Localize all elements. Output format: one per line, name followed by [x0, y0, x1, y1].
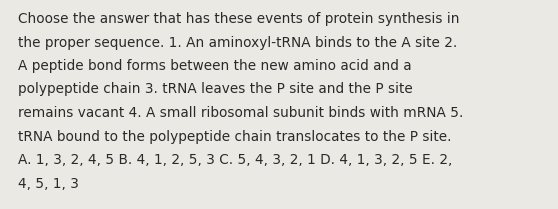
Text: tRNA bound to the polypeptide chain translocates to the P site.: tRNA bound to the polypeptide chain tran… — [18, 130, 451, 144]
Text: A peptide bond forms between the new amino acid and a: A peptide bond forms between the new ami… — [18, 59, 412, 73]
Text: polypeptide chain 3. tRNA leaves the P site and the P site: polypeptide chain 3. tRNA leaves the P s… — [18, 83, 413, 97]
Text: 4, 5, 1, 3: 4, 5, 1, 3 — [18, 176, 79, 190]
Text: Choose the answer that has these events of protein synthesis in: Choose the answer that has these events … — [18, 12, 459, 26]
Text: A. 1, 3, 2, 4, 5 B. 4, 1, 2, 5, 3 C. 5, 4, 3, 2, 1 D. 4, 1, 3, 2, 5 E. 2,: A. 1, 3, 2, 4, 5 B. 4, 1, 2, 5, 3 C. 5, … — [18, 153, 453, 167]
Text: remains vacant 4. A small ribosomal subunit binds with mRNA 5.: remains vacant 4. A small ribosomal subu… — [18, 106, 463, 120]
Text: the proper sequence. 1. An aminoxyl-tRNA binds to the A site 2.: the proper sequence. 1. An aminoxyl-tRNA… — [18, 36, 457, 50]
